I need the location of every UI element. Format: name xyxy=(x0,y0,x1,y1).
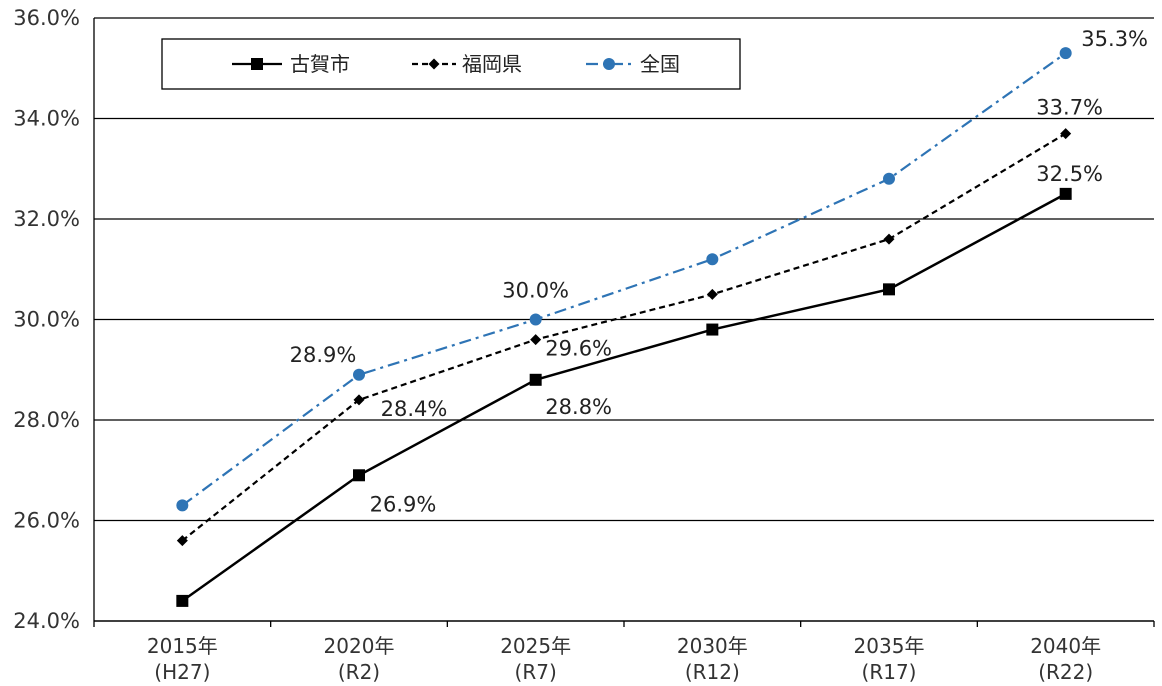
series-1: 26.9% 28.8% 32.5% xyxy=(176,162,1103,607)
data-label: 35.3% xyxy=(1081,27,1148,51)
x-axis-tick-labels: 2015年(H27) 2020年(R2) 2025年(R7) 2030年(R12) 20… xyxy=(93,621,1155,684)
data-point xyxy=(176,535,188,547)
x-tick-label-year: 2040年 xyxy=(1030,634,1101,658)
x-tick-label-year: 2020年 xyxy=(324,634,395,658)
data-label: 33.7% xyxy=(1036,96,1103,120)
data-label: 30.0% xyxy=(502,279,569,303)
legend-label: 全国 xyxy=(640,52,680,76)
data-point xyxy=(706,253,719,266)
data-point xyxy=(1059,47,1072,60)
y-tick-label: 32.0% xyxy=(13,207,80,231)
y-tick-label: 24.0% xyxy=(13,609,80,633)
data-point xyxy=(883,233,895,245)
legend-item-3: 全国 xyxy=(586,52,680,76)
data-label: 28.4% xyxy=(381,397,448,421)
legend-label: 福岡県 xyxy=(462,52,522,76)
y-tick-label: 26.0% xyxy=(13,509,80,533)
data-point xyxy=(176,499,189,512)
data-point xyxy=(529,373,542,386)
x-tick-label-era: (R22) xyxy=(1038,660,1093,684)
series-2: 28.4% 29.6% 33.7% xyxy=(176,96,1103,547)
data-point xyxy=(530,334,542,346)
legend: 古賀市 福岡県 全国 xyxy=(161,38,741,90)
data-point xyxy=(883,283,895,296)
data-label: 28.8% xyxy=(545,395,612,419)
x-tick-label-year: 2030年 xyxy=(677,634,748,658)
gridlines xyxy=(94,17,1154,522)
data-point xyxy=(1059,187,1072,200)
data-label: 29.6% xyxy=(545,337,612,361)
x-tick-label-year: 2025年 xyxy=(500,634,571,658)
data-point xyxy=(1060,128,1072,140)
legend-marker xyxy=(251,58,263,70)
x-tick-label-era: (R12) xyxy=(685,660,740,684)
y-tick-label: 36.0% xyxy=(13,6,80,30)
data-point xyxy=(353,469,365,482)
series-line xyxy=(181,52,1067,507)
series-3: 28.9% 30.0% 35.3% xyxy=(176,27,1148,512)
y-axis-tick-labels: 24.0% 26.0% 28.0% 30.0% 32.0% 34.0% 36.0% xyxy=(13,6,80,633)
y-tick-label: 30.0% xyxy=(13,308,80,332)
x-tick-label-era: (R17) xyxy=(862,660,917,684)
data-point xyxy=(883,172,895,185)
y-tick-label: 34.0% xyxy=(13,107,80,131)
data-point xyxy=(353,394,365,406)
x-tick-label-year: 2035年 xyxy=(854,634,925,658)
legend-label: 古賀市 xyxy=(290,52,350,76)
x-tick-label-era: (H27) xyxy=(154,660,210,684)
data-label: 32.5% xyxy=(1036,162,1103,186)
legend-marker xyxy=(603,58,615,70)
data-label: 28.9% xyxy=(290,343,357,367)
y-tick-label: 28.0% xyxy=(13,408,80,432)
legend-marker xyxy=(428,58,440,70)
x-tick-label-era: (R2) xyxy=(338,660,380,684)
data-label: 26.9% xyxy=(370,492,437,516)
data-point xyxy=(176,594,189,607)
series-line xyxy=(181,192,1067,602)
x-tick-label-era: (R7) xyxy=(515,660,557,684)
legend-item-1: 古賀市 xyxy=(232,52,350,76)
data-point xyxy=(529,313,542,326)
x-tick-label-year: 2015年 xyxy=(147,634,218,658)
data-point xyxy=(353,368,365,381)
series-line xyxy=(181,132,1067,542)
data-point xyxy=(706,323,719,336)
data-point xyxy=(706,288,718,300)
legend-item-2: 福岡県 xyxy=(412,52,522,76)
